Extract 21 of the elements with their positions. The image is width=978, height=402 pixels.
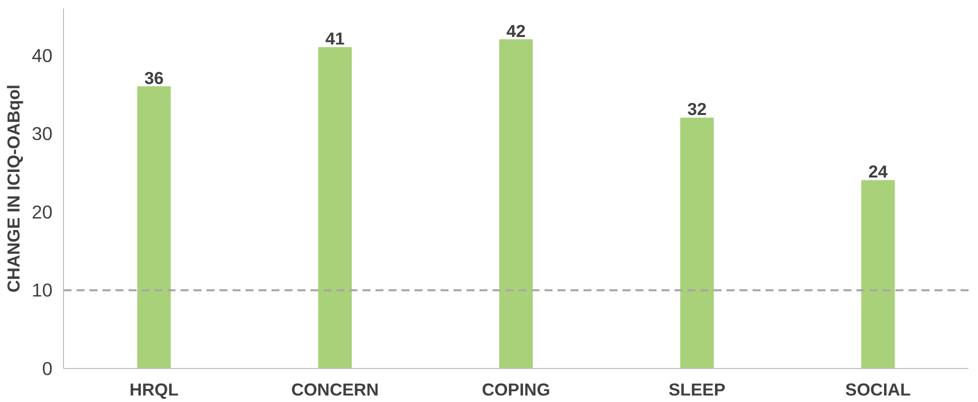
x-tick-label: COPING: [482, 380, 550, 400]
bar: [137, 86, 171, 368]
x-tick-label: SLEEP: [668, 380, 726, 400]
bar: [499, 39, 533, 368]
x-tick-label: CONCERN: [291, 380, 379, 400]
x-tick-label: SOCIAL: [845, 380, 912, 400]
data-label: 36: [144, 68, 164, 88]
data-label: 41: [325, 28, 345, 49]
y-tick-label: 20: [32, 201, 53, 222]
x-tick-label: HRQL: [129, 380, 179, 400]
y-tick-label: 40: [32, 44, 53, 66]
y-tick-label: 30: [32, 123, 53, 144]
data-label: 32: [687, 99, 707, 120]
bar: [680, 118, 714, 368]
y-tick-label: 10: [32, 280, 53, 301]
bar: [861, 180, 895, 368]
data-label: 42: [506, 20, 526, 41]
y-axis-title: CHANGE IN ICIQ-OABqol: [4, 84, 24, 292]
bar: [318, 47, 352, 368]
data-label: 24: [868, 162, 888, 182]
y-tick-label: 0: [42, 358, 53, 379]
